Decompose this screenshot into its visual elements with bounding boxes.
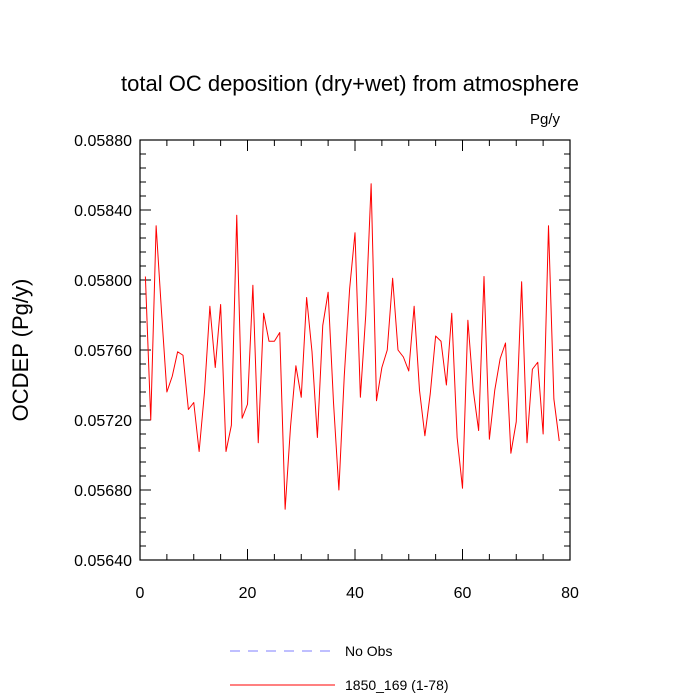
x-tick-label: 80 [561, 585, 579, 602]
y-tick-label: 0.05880 [74, 133, 132, 150]
x-tick-label: 60 [454, 585, 472, 602]
y-tick-label: 0.05720 [74, 413, 132, 430]
legend-label: 1850_169 (1-78) [345, 677, 449, 693]
data-lines [144, 183, 560, 510]
x-tick-label: 40 [346, 585, 364, 602]
x-tick-label: 0 [136, 585, 145, 602]
units-label: Pg/y [530, 111, 561, 128]
chart-title: total OC deposition (dry+wet) from atmos… [121, 71, 579, 96]
y-tick-label: 0.05800 [74, 273, 132, 290]
legend-label: No Obs [345, 643, 392, 659]
series-line-0 [144, 183, 560, 510]
legend: No Obs 1850_169 (1-78) [230, 643, 449, 693]
axis-ticks [139, 139, 571, 561]
y-axis-label: OCDEP (Pg/y) [8, 279, 33, 422]
y-tick-label: 0.05760 [74, 343, 132, 360]
x-tick-label: 20 [239, 585, 257, 602]
y-tick-label: 0.05680 [74, 483, 132, 500]
y-tick-label: 0.05840 [74, 203, 132, 220]
axis-tick-labels: 0 20 40 60 80 0.05640 0.05680 0.05720 0.05760 0.0… [74, 133, 579, 602]
y-tick-label: 0.05640 [74, 553, 132, 570]
